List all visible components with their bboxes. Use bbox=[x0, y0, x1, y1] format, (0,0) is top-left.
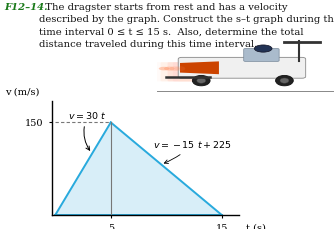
FancyBboxPatch shape bbox=[168, 62, 199, 81]
Ellipse shape bbox=[255, 45, 272, 52]
Polygon shape bbox=[55, 123, 222, 215]
Ellipse shape bbox=[164, 67, 175, 71]
FancyBboxPatch shape bbox=[178, 57, 306, 78]
Ellipse shape bbox=[280, 78, 289, 83]
Ellipse shape bbox=[192, 75, 210, 86]
Text: t (s): t (s) bbox=[246, 223, 266, 229]
FancyBboxPatch shape bbox=[161, 62, 194, 81]
Ellipse shape bbox=[169, 66, 180, 71]
FancyBboxPatch shape bbox=[244, 49, 279, 61]
FancyBboxPatch shape bbox=[178, 62, 207, 81]
Ellipse shape bbox=[175, 66, 185, 71]
Ellipse shape bbox=[276, 75, 293, 86]
FancyBboxPatch shape bbox=[155, 62, 191, 81]
Text: v (m/s): v (m/s) bbox=[5, 87, 39, 96]
Text: F12–14.: F12–14. bbox=[4, 3, 48, 12]
Text: $v = -15\ t + 225$: $v = -15\ t + 225$ bbox=[153, 139, 232, 164]
Ellipse shape bbox=[159, 67, 169, 70]
Polygon shape bbox=[180, 61, 219, 74]
Ellipse shape bbox=[197, 78, 206, 83]
Text: The dragster starts from rest and has a velocity
described by the graph. Constru: The dragster starts from rest and has a … bbox=[39, 3, 334, 49]
FancyBboxPatch shape bbox=[173, 62, 203, 81]
Text: $v = 30\ t$: $v = 30\ t$ bbox=[68, 110, 107, 150]
